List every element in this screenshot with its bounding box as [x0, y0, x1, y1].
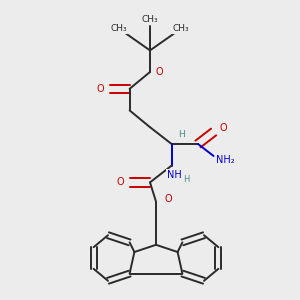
- Text: O: O: [164, 194, 172, 204]
- Text: CH₃: CH₃: [142, 15, 158, 24]
- Text: O: O: [219, 123, 227, 134]
- Text: NH: NH: [167, 170, 182, 180]
- Text: H: H: [178, 130, 184, 139]
- Text: O: O: [97, 84, 105, 94]
- Text: CH₃: CH₃: [173, 24, 190, 33]
- Text: NH₂: NH₂: [216, 154, 235, 165]
- Text: O: O: [116, 177, 124, 188]
- Text: O: O: [156, 67, 164, 77]
- Text: CH₃: CH₃: [110, 24, 127, 33]
- Text: H: H: [183, 176, 189, 184]
